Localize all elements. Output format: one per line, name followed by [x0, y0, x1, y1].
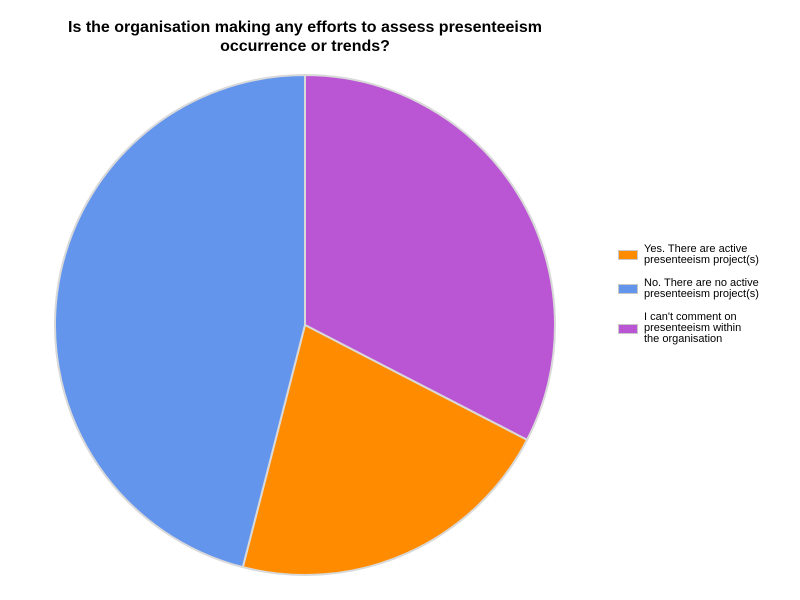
legend-label-cant-comment: I can't comment on presenteeism within t… — [644, 311, 742, 345]
chart-title: Is the organisation making any efforts t… — [0, 18, 610, 56]
pie-slice-0 — [304, 74, 556, 441]
legend-swatch-cant-comment — [618, 323, 638, 334]
legend-swatch-yes — [618, 250, 638, 260]
legend-item-yes: Yes. There are active presenteeism proje… — [618, 244, 788, 266]
chart-title-line-1: Is the organisation making any efforts t… — [68, 19, 542, 36]
legend-item-cant-comment: I can't comment on presenteeism within t… — [618, 312, 788, 345]
pie-slice-2 — [53, 74, 306, 569]
chart-title-line-2: occurrence or trends? — [220, 38, 390, 55]
legend-item-no: No. There are no active presenteeism pro… — [618, 278, 788, 300]
legend-label-no: No. There are no active presenteeism pro… — [644, 277, 759, 300]
pie-slice-1 — [241, 324, 529, 576]
legend: Yes. There are active presenteeism proje… — [618, 244, 788, 357]
legend-label-yes: Yes. There are active presenteeism proje… — [644, 243, 759, 266]
legend-swatch-no — [618, 284, 638, 294]
